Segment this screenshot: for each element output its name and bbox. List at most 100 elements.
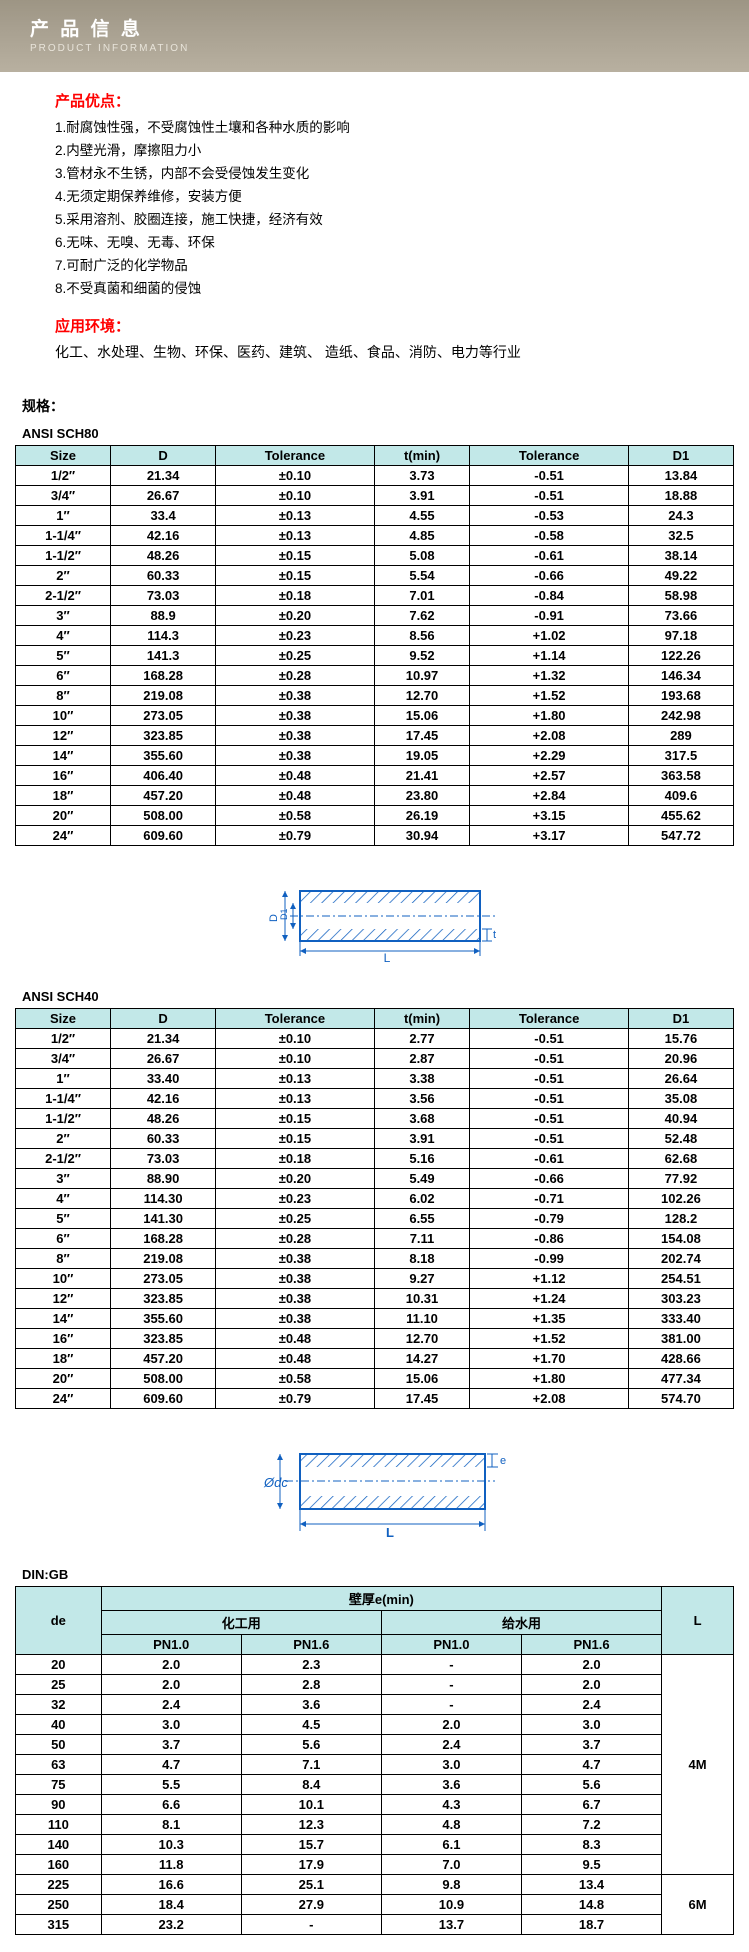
table-cell: 3″ [16, 605, 111, 625]
table-cell: ±0.38 [216, 725, 374, 745]
table-row: 322.43.6-2.4 [16, 1694, 734, 1714]
table-cell: 2.4 [101, 1694, 241, 1714]
table-cell: - [381, 1654, 521, 1674]
table-cell: +1.80 [470, 1368, 628, 1388]
table-cell: 4.3 [381, 1794, 521, 1814]
table-cell: 35.08 [628, 1088, 733, 1108]
product-info-banner: 产 品 信 息 PRODUCT INFORMATION [0, 0, 749, 72]
table-cell: 273.05 [111, 705, 216, 725]
table-cell: 1-1/4″ [16, 525, 111, 545]
svg-text:e: e [500, 1455, 506, 1467]
table-cell: 26.19 [374, 805, 470, 825]
table-cell: 273.05 [111, 1268, 216, 1288]
table-cell: 4″ [16, 1188, 111, 1208]
table-row: 1-1/2″48.26±0.155.08-0.6138.14 [16, 545, 734, 565]
advantages-list: 1.耐腐蚀性强，不受腐蚀性土壤和各种水质的影响2.内壁光滑，摩擦阻力小3.管材永… [55, 117, 721, 301]
table-row: 3/4″26.67±0.103.91-0.5118.88 [16, 485, 734, 505]
table-row: 18″457.20±0.4814.27+1.70428.66 [16, 1348, 734, 1368]
table-cell: 16″ [16, 765, 111, 785]
table-cell: 242.98 [628, 705, 733, 725]
table-row: 14010.315.76.18.3 [16, 1834, 734, 1854]
table-cell: ±0.15 [216, 1128, 374, 1148]
table-cell: 3″ [16, 1168, 111, 1188]
table-cell: 128.2 [628, 1208, 733, 1228]
table-cell: -0.51 [470, 1068, 628, 1088]
table-cell: 1/2″ [16, 1028, 111, 1048]
advantage-item: 4.无须定期保养维修，安装方便 [55, 186, 721, 209]
table-header: Size [16, 1008, 111, 1028]
table-cell: ±0.13 [216, 505, 374, 525]
table-cell: 3.91 [374, 1128, 470, 1148]
table-cell: 15.06 [374, 705, 470, 725]
table-cell: 2.3 [241, 1654, 381, 1674]
table-cell: 3.7 [101, 1734, 241, 1754]
table-row: 20″508.00±0.5826.19+3.15455.62 [16, 805, 734, 825]
table-header: PN1.6 [241, 1634, 381, 1654]
table-cell: 3.38 [374, 1068, 470, 1088]
table-cell: 3.91 [374, 485, 470, 505]
table-cell: 7.11 [374, 1228, 470, 1248]
table-cell: +2.29 [470, 745, 628, 765]
table-cell: 32.5 [628, 525, 733, 545]
table-cell: 102.26 [628, 1188, 733, 1208]
table-cell: ±0.13 [216, 525, 374, 545]
table-row: 2″60.33±0.153.91-0.5152.48 [16, 1128, 734, 1148]
table-cell: ±0.23 [216, 1188, 374, 1208]
advantage-item: 1.耐腐蚀性强，不受腐蚀性土壤和各种水质的影响 [55, 117, 721, 140]
table-cell: 2.4 [381, 1734, 521, 1754]
table-cell: 14.27 [374, 1348, 470, 1368]
table-cell: -0.79 [470, 1208, 628, 1228]
table-cell: ±0.48 [216, 765, 374, 785]
table-cell: 33.4 [111, 505, 216, 525]
table-header: D [111, 445, 216, 465]
table2-label: ANSI SCH40 [22, 989, 749, 1004]
table-cell: 58.98 [628, 585, 733, 605]
table-header: PN1.0 [101, 1634, 241, 1654]
table-cell: - [241, 1914, 381, 1934]
table-cell: 3.6 [241, 1694, 381, 1714]
table-cell: 50 [16, 1734, 102, 1754]
table-cell: ±0.38 [216, 1268, 374, 1288]
table-cell: 15.76 [628, 1028, 733, 1048]
table-cell: 97.18 [628, 625, 733, 645]
table-cell: 3.7 [521, 1734, 661, 1754]
table-row: 1″33.40±0.133.38-0.5126.64 [16, 1068, 734, 1088]
table-cell: 193.68 [628, 685, 733, 705]
table-cell: 547.72 [628, 825, 733, 845]
table-row: 22516.625.19.813.46M [16, 1874, 734, 1894]
table-cell: 5″ [16, 1208, 111, 1228]
table-cell: 574.70 [628, 1388, 733, 1408]
table-header: Tolerance [216, 1008, 374, 1028]
table-cell: 154.08 [628, 1228, 733, 1248]
table-row: 12″323.85±0.3817.45+2.08289 [16, 725, 734, 745]
table-cell: +2.84 [470, 785, 628, 805]
table-cell: 323.85 [111, 725, 216, 745]
table-cell: 42.16 [111, 525, 216, 545]
spec-label: 规格： [22, 396, 749, 416]
table-cell: 4M [662, 1654, 734, 1874]
svg-text:L: L [386, 1525, 394, 1540]
table-header: Tolerance [216, 445, 374, 465]
environment-heading: 应用环境： [55, 315, 721, 336]
table-cell: 10.9 [381, 1894, 521, 1914]
table-header: D1 [628, 445, 733, 465]
table-cell: ±0.25 [216, 645, 374, 665]
table-cell: 3/4″ [16, 1048, 111, 1068]
table-row: 2″60.33±0.155.54-0.6649.22 [16, 565, 734, 585]
table-cell: 8.4 [241, 1774, 381, 1794]
table-cell: 12.70 [374, 1328, 470, 1348]
table-cell: 20″ [16, 805, 111, 825]
table-cell: 17.45 [374, 1388, 470, 1408]
table-cell: 355.60 [111, 745, 216, 765]
table-cell: 3.0 [101, 1714, 241, 1734]
table-cell: 5.6 [241, 1734, 381, 1754]
advantages-heading: 产品优点： [55, 90, 721, 111]
table-cell: 2″ [16, 1128, 111, 1148]
table-cell: 2.4 [521, 1694, 661, 1714]
table-cell: 303.23 [628, 1288, 733, 1308]
table-cell: ±0.15 [216, 545, 374, 565]
table-cell: +1.35 [470, 1308, 628, 1328]
table-cell: 4.7 [101, 1754, 241, 1774]
ansi-sch40-table: SizeDTolerancet(min)ToleranceD11/2″21.34… [15, 1008, 734, 1409]
table-row: 10″273.05±0.389.27+1.12254.51 [16, 1268, 734, 1288]
